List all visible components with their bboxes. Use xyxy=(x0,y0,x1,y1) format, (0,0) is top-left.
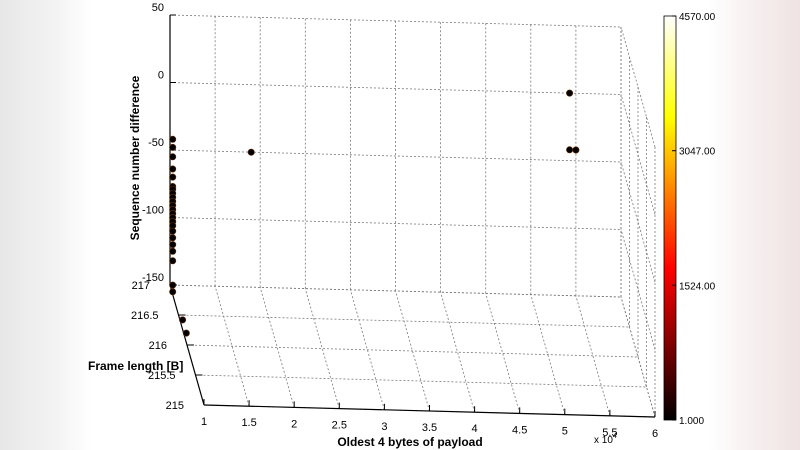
x-tick-label: 2 xyxy=(291,418,297,430)
data-point xyxy=(169,257,177,265)
y-tick-label: 216.5 xyxy=(131,310,159,322)
grid-line-back-z xyxy=(169,284,622,298)
grid-line-floor-x xyxy=(485,293,521,414)
grid-line-floor-x xyxy=(350,289,385,410)
data-point xyxy=(169,165,177,173)
x-axis-label: Oldest 4 bytes of payload xyxy=(337,435,482,449)
y-tick-label: 216 xyxy=(149,340,167,352)
grid-line-floor-y xyxy=(195,374,647,388)
grid-line-side-z xyxy=(620,94,656,215)
data-point xyxy=(179,316,187,324)
data-point xyxy=(169,173,177,181)
data-point xyxy=(169,143,177,151)
grid-line-floor-x xyxy=(440,292,475,413)
data-point xyxy=(169,153,177,161)
z-tick-label: -150 xyxy=(142,272,164,284)
data-point xyxy=(169,281,177,289)
grid-line-back-z xyxy=(169,14,622,28)
colorbar-tick-label: 4570.00 xyxy=(679,12,716,23)
data-point xyxy=(572,146,580,154)
x-tick-label: 2.5 xyxy=(332,420,347,432)
z-tick-label: -100 xyxy=(142,205,164,217)
data-point xyxy=(566,89,574,97)
y-tick-label: 215 xyxy=(166,400,184,412)
data-point xyxy=(169,241,177,249)
grid-line-back-z xyxy=(169,149,622,163)
grid-line-floor-x xyxy=(304,288,340,409)
data-point xyxy=(169,135,177,143)
z-tick-label: 50 xyxy=(152,2,164,14)
data-point xyxy=(247,148,255,156)
grid-line-floor-x xyxy=(259,287,295,408)
colorbar: 1.000 1524.00 3047.00 4570.00 xyxy=(663,12,716,427)
x-multiplier-label: x 104 xyxy=(594,433,617,446)
right-backdrop xyxy=(708,0,800,450)
x-tick-label: 5 xyxy=(562,426,568,438)
colorbar-gradient xyxy=(663,15,677,421)
colorbar-ticks: 1.000 1524.00 3047.00 4570.00 xyxy=(672,12,716,427)
x-tick-label: 3.5 xyxy=(422,422,437,434)
colorbar-tick-label: 1524.00 xyxy=(679,281,716,292)
y-tick-label: 217 xyxy=(132,280,150,292)
colorbar-tick-label: 1.000 xyxy=(679,416,704,427)
tick-labels: 1 1.5 2 2.5 3 3.5 4 4.5 5 5.5 6 215 215.5 216 216.5 217… xyxy=(131,2,658,440)
x-tick-label: 4 xyxy=(472,423,478,435)
data-point xyxy=(169,234,177,242)
data-point xyxy=(182,329,190,337)
z-axis-label: Sequence number difference xyxy=(128,75,142,240)
left-backdrop xyxy=(0,0,92,450)
data-point xyxy=(169,247,177,255)
grid-line-back-z xyxy=(169,82,622,95)
colorbar-tick-label: 3047.00 xyxy=(679,147,716,158)
x-tick-label: 6 xyxy=(652,428,658,440)
x-tick-label: 1.5 xyxy=(241,417,256,429)
figure-canvas xyxy=(92,0,708,450)
grid-line-side-z xyxy=(620,229,656,350)
y-tick-label: 215.5 xyxy=(148,370,176,382)
z-tick-label: -50 xyxy=(148,137,164,149)
grid-line-floor-x xyxy=(214,286,250,407)
data-point xyxy=(169,227,177,235)
grid-line-side-z xyxy=(620,296,656,418)
grid-line-back-z xyxy=(169,217,622,230)
grid-line-floor-y xyxy=(186,344,639,358)
data-point xyxy=(566,146,574,154)
grid-line-side-z xyxy=(620,26,656,148)
axes-frame xyxy=(169,14,656,418)
grid-line-floor-x xyxy=(575,295,611,416)
grid-line-floor-x xyxy=(395,290,430,412)
y-axis-label: Frame length [B] xyxy=(88,359,183,373)
grid-line-floor-x xyxy=(530,294,566,415)
data-point xyxy=(169,288,177,296)
grid-line-floor-y xyxy=(178,314,630,328)
grid-lines xyxy=(169,14,656,418)
x-tick-label: 5.5 xyxy=(602,427,617,439)
x-tick-label: 3 xyxy=(381,421,387,433)
grid-line-side-z xyxy=(620,161,656,283)
x-tick-label: 4.5 xyxy=(512,424,527,436)
x-tick-label: 1 xyxy=(201,416,207,428)
data-points xyxy=(169,89,580,337)
z-tick-label: 0 xyxy=(158,70,164,82)
